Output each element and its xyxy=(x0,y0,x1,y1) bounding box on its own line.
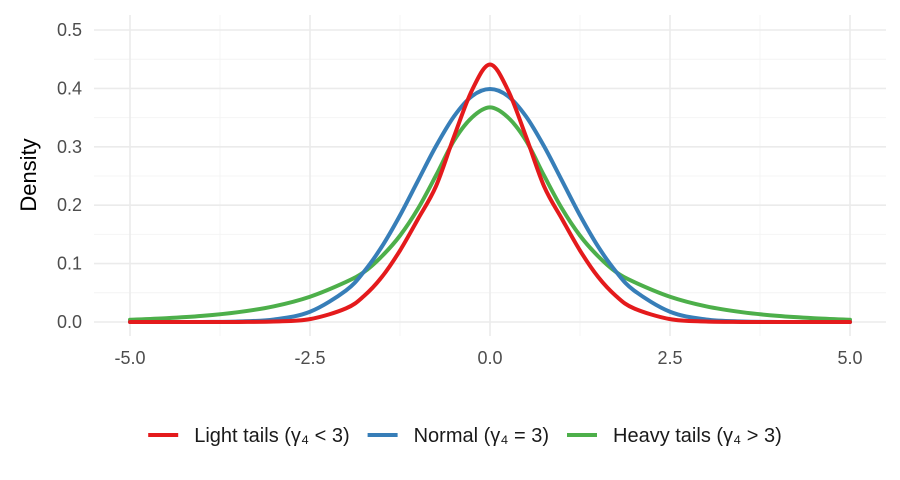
x-tick-label: -2.5 xyxy=(294,348,325,368)
y-axis-title: Density xyxy=(16,138,41,211)
legend-label: Heavy tails (γ₄ > 3) xyxy=(613,425,782,447)
legend-label: Normal (γ₄ = 3) xyxy=(414,425,549,447)
y-tick-label: 0.2 xyxy=(57,195,82,215)
series-lines xyxy=(128,62,852,325)
normal-line xyxy=(128,87,852,325)
x-tick-label: 2.5 xyxy=(657,348,682,368)
x-tick-label: 0.0 xyxy=(477,348,502,368)
legend-heavy-tails: Heavy tails (γ₄ > 3) xyxy=(567,425,782,447)
y-tick-label: 0.1 xyxy=(57,254,82,274)
legend-light-tails: Light tails (γ₄ < 3) xyxy=(148,425,350,447)
y-tick-label: 0.0 xyxy=(57,312,82,332)
y-tick-label: 0.5 xyxy=(57,20,82,40)
light-tails-line xyxy=(128,62,852,325)
heavy-tails-line xyxy=(128,105,852,322)
legend: Light tails (γ₄ < 3) Normal (γ₄ = 3) Heavy… xyxy=(148,425,782,447)
x-tick-label: -5.0 xyxy=(114,348,145,368)
y-tick-label: 0.3 xyxy=(57,137,82,157)
y-tick-label: 0.4 xyxy=(57,78,82,98)
x-tick-label: 5.0 xyxy=(837,348,862,368)
x-axis-ticks: -5.0 -2.5 0.0 2.5 5.0 xyxy=(114,348,862,368)
legend-normal: Normal (γ₄ = 3) xyxy=(367,425,549,447)
legend-label: Light tails (γ₄ < 3) xyxy=(194,425,349,447)
y-axis-ticks: 0.0 0.1 0.2 0.3 0.4 0.5 xyxy=(57,20,82,332)
